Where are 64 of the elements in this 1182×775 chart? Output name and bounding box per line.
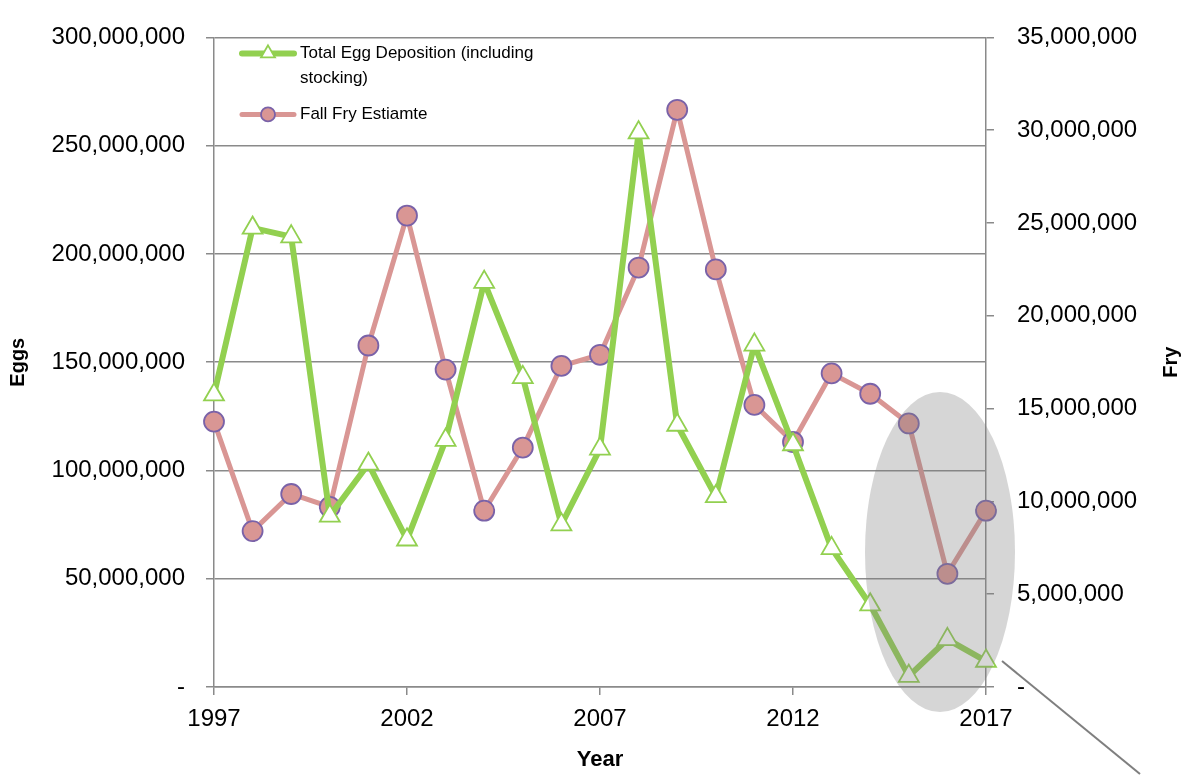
point xyxy=(511,364,534,385)
y-axis-title: Eggs xyxy=(5,337,28,387)
y-tick-label: 200,000,000 xyxy=(51,238,185,266)
point xyxy=(975,648,997,668)
x-tick-label: 2017 xyxy=(959,704,1013,732)
point xyxy=(280,224,303,244)
point xyxy=(203,410,225,433)
y2-axis-title: Fry xyxy=(1158,345,1181,378)
legend-label: Total Egg Deposition (including stocking) xyxy=(300,43,534,88)
point xyxy=(434,427,457,447)
y-tick-label: 100,000,000 xyxy=(51,455,185,483)
point xyxy=(550,355,573,377)
x-tick-label: 1997 xyxy=(187,704,241,732)
x-axis-title: Year xyxy=(576,745,624,771)
y2-tick-label: 10,000,000 xyxy=(1017,486,1138,514)
y2-tick-label: 5,000,000 xyxy=(1017,578,1124,606)
y-tick-label: 50,000,000 xyxy=(64,563,185,591)
point xyxy=(473,499,496,522)
point xyxy=(318,503,341,523)
x-tick-label: 2012 xyxy=(766,704,820,732)
point xyxy=(280,483,303,505)
x-tick-label: 2007 xyxy=(573,704,627,732)
point xyxy=(589,343,611,366)
point xyxy=(434,358,457,381)
point xyxy=(975,499,997,522)
legend-label: Fall Fry Estiamte xyxy=(300,104,428,124)
y-tick-label: 250,000,000 xyxy=(51,130,185,158)
point xyxy=(743,332,766,352)
y2-tick-label: 35,000,000 xyxy=(1017,22,1138,50)
point xyxy=(704,258,727,281)
y2-tick-label: 20,000,000 xyxy=(1017,300,1138,328)
point xyxy=(820,362,843,385)
point xyxy=(936,562,959,585)
y-tick-label: 150,000,000 xyxy=(51,346,185,374)
point xyxy=(627,256,650,279)
y2-tick-label: 15,000,000 xyxy=(1017,393,1138,421)
y-tick-label: - xyxy=(177,671,185,699)
point xyxy=(589,436,611,456)
point xyxy=(897,663,920,683)
point xyxy=(357,334,380,357)
point xyxy=(666,412,689,432)
point xyxy=(897,412,920,435)
point xyxy=(511,436,534,459)
point xyxy=(203,382,225,402)
y2-tick-label: 30,000,000 xyxy=(1017,114,1138,142)
point xyxy=(550,512,573,532)
point xyxy=(473,269,496,289)
point xyxy=(627,120,650,140)
point xyxy=(859,382,882,405)
point xyxy=(241,520,264,542)
point xyxy=(357,451,380,471)
point xyxy=(743,393,766,416)
y2-tick-label: - xyxy=(1017,671,1025,699)
point xyxy=(396,527,418,547)
point xyxy=(666,98,689,121)
point xyxy=(704,484,727,504)
point xyxy=(936,626,959,647)
y-tick-label: 300,000,000 xyxy=(51,22,185,50)
y2-tick-label: 25,000,000 xyxy=(1017,207,1138,235)
point xyxy=(396,204,418,227)
point xyxy=(859,592,882,612)
point xyxy=(241,215,264,235)
point xyxy=(820,536,843,556)
x-tick-label: 2002 xyxy=(380,704,434,732)
